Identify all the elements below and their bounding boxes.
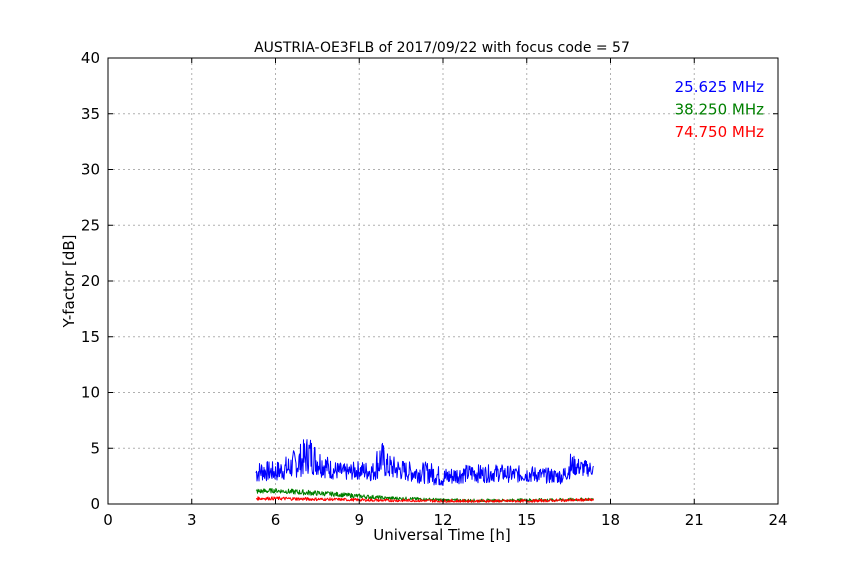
legend-entry: 25.625 MHz (675, 78, 764, 96)
grid (108, 58, 778, 504)
y-tick-label: 40 (81, 49, 100, 67)
series-line (255, 496, 594, 503)
x-tick-label: 6 (271, 511, 281, 529)
chart-title: AUSTRIA-OE3FLB of 2017/09/22 with focus … (254, 40, 630, 56)
y-tick-label: 30 (81, 161, 100, 179)
x-tick-label: 9 (354, 511, 364, 529)
legend-entry: 38.250 MHz (675, 101, 764, 119)
legend-entry: 74.750 MHz (675, 123, 764, 141)
y-axis-label: Y-factor [dB] (60, 234, 78, 328)
y-tick-label: 35 (81, 105, 100, 123)
y-tick-label: 5 (90, 439, 100, 457)
x-tick-label: 12 (433, 511, 452, 529)
x-tick-label: 15 (517, 511, 536, 529)
x-tick-label: 18 (601, 511, 620, 529)
x-tick-label: 21 (685, 511, 704, 529)
x-tick-label: 24 (768, 511, 787, 529)
y-tick-label: 20 (81, 272, 100, 290)
y-tick-label: 15 (81, 328, 100, 346)
x-tick-label: 3 (187, 511, 197, 529)
legend: 25.625 MHz 38.250 MHz 74.750 MHz (675, 78, 764, 141)
series-line (255, 439, 594, 486)
x-tick-label: 0 (103, 511, 113, 529)
y-tick-label: 0 (90, 495, 100, 513)
ticks: 0 3 6 9 12 15 18 21 24 0 5 10 15 20 25 30 35 40 (81, 49, 788, 529)
series-layer (255, 439, 594, 503)
y-tick-label: 25 (81, 216, 100, 234)
x-axis-label: Universal Time [h] (373, 526, 511, 544)
y-tick-label: 10 (81, 384, 100, 402)
